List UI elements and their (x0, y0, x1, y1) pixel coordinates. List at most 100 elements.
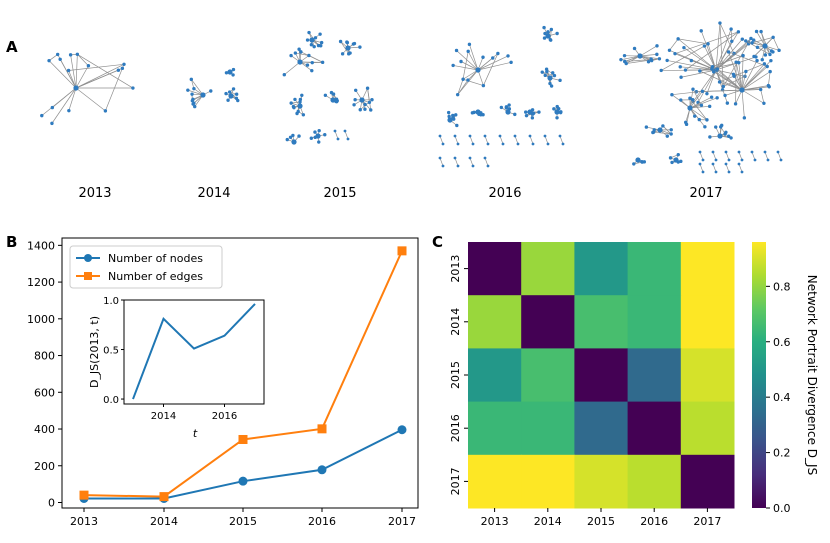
network-edge (733, 76, 743, 91)
network-node (358, 108, 362, 112)
network-edge (678, 38, 709, 45)
network-edge (477, 69, 484, 86)
network-edge (706, 69, 717, 94)
network-hub-node (475, 109, 481, 115)
network-node (309, 43, 314, 47)
y-tick-label: 400 (34, 423, 55, 436)
network-node (759, 29, 763, 34)
network-edge (484, 135, 489, 145)
network-edge (469, 44, 479, 71)
x-tick-label: 2015 (229, 515, 257, 528)
network-node (506, 54, 510, 58)
network-edge (756, 31, 766, 47)
y-axis: 0 200 400 600 800 1000 1200 1400 (27, 239, 62, 509)
network-hub-node (505, 109, 511, 115)
network-hub-node (657, 127, 663, 133)
legend-label-nodes: Number of nodes (108, 252, 203, 265)
heatmap-cell (680, 295, 735, 349)
network-edge (741, 89, 765, 104)
network-edge (724, 89, 743, 96)
network-node (86, 64, 91, 68)
network-edge (457, 79, 469, 95)
network-edge (760, 89, 765, 104)
network-node (507, 103, 511, 107)
network-node (513, 112, 517, 117)
inset-x-tick-label: 2014 (151, 411, 176, 422)
network-node (734, 60, 738, 64)
network-node (762, 62, 767, 66)
network-edge (454, 135, 459, 145)
network-node (729, 136, 733, 140)
network-node (353, 97, 357, 102)
network-node (543, 31, 547, 36)
network-node (468, 134, 472, 138)
network-edge (77, 53, 134, 89)
network-edge (499, 135, 504, 145)
network-node (234, 96, 239, 101)
network-edge (639, 45, 658, 57)
network-edge (741, 71, 747, 91)
network-edge (453, 65, 479, 71)
network-node (546, 30, 550, 34)
network-edge (191, 79, 204, 96)
network-node (354, 88, 358, 93)
network-node (699, 29, 703, 33)
network-edge (752, 37, 774, 44)
network-node (191, 102, 195, 106)
network-node (651, 130, 656, 134)
network-node (726, 50, 731, 54)
network-node (481, 55, 485, 59)
data-point-edges (397, 246, 407, 256)
network-node (305, 38, 310, 42)
network-node (622, 53, 627, 58)
network-edge (484, 157, 489, 167)
network-node (727, 170, 731, 174)
y-tick-label: 1200 (27, 276, 55, 289)
network-edge (462, 69, 479, 80)
network-node (679, 75, 683, 79)
heatmap-cell (468, 348, 522, 403)
network-node (499, 105, 504, 110)
network-node (740, 170, 744, 174)
network-node (750, 41, 754, 45)
network-edge (699, 70, 743, 91)
network-edge (680, 66, 717, 71)
network-edge (483, 53, 499, 86)
data-point-nodes (238, 476, 248, 486)
network-node (486, 164, 490, 168)
network-edge (70, 54, 77, 89)
network-node (619, 57, 623, 62)
network-hub-node (297, 103, 303, 109)
network-node (453, 134, 457, 138)
network-node (459, 59, 463, 64)
inset-chart: 0.0 0.5 1.0 2014 2016 t D_JS(2013, t) (88, 296, 265, 440)
panel-label-a: A (6, 38, 18, 56)
network-node (754, 29, 759, 34)
network-node (193, 104, 197, 109)
network-node (455, 123, 459, 128)
inset-y-tick-label: 0.0 (103, 395, 119, 406)
network-edge (75, 65, 89, 89)
network-node (737, 150, 741, 154)
network-node (715, 96, 719, 100)
network-edge (544, 135, 549, 145)
network-node (763, 150, 767, 154)
network-node (323, 93, 328, 97)
network-edge (457, 79, 464, 95)
network-node (718, 21, 722, 25)
network-node (555, 31, 559, 36)
network-node (708, 135, 712, 139)
network-edge (639, 54, 657, 57)
heatmap-cell (468, 401, 522, 456)
network-node (501, 142, 505, 146)
network-node (312, 44, 316, 49)
network-node (468, 156, 472, 160)
network-edge (454, 157, 459, 167)
network-node (688, 96, 692, 100)
network-hub-node (315, 133, 321, 139)
network-node (524, 110, 528, 114)
network-node (779, 158, 783, 162)
network-node (676, 37, 680, 41)
network-node (749, 36, 753, 41)
